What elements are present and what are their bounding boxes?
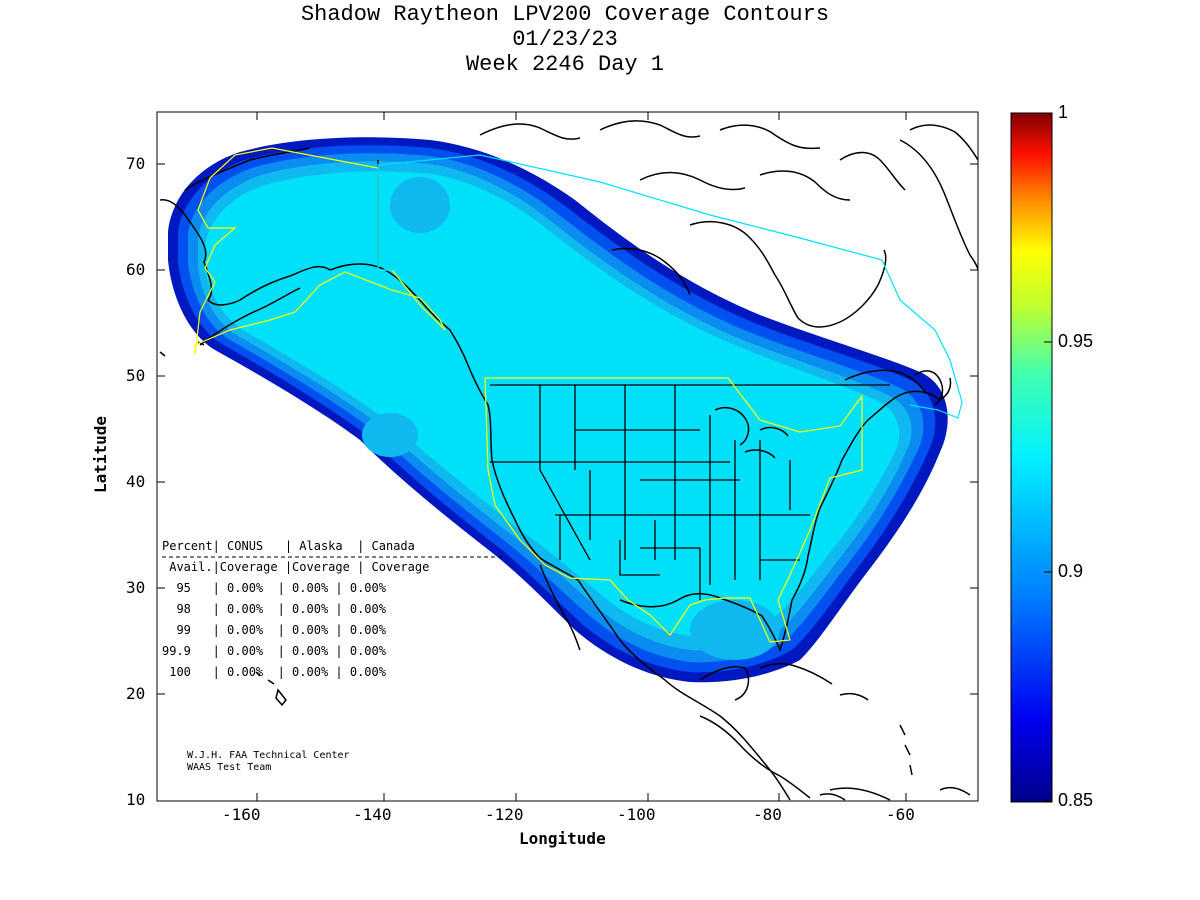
coverage-patch-arctic xyxy=(390,177,450,233)
table-row: 99 | 0.00% | 0.00% | 0.00% xyxy=(162,623,386,637)
ytick-label: 40 xyxy=(126,472,146,491)
coverage-band-core xyxy=(205,171,900,637)
table-row: 100 | 0.00% | 0.00% | 0.00% xyxy=(162,665,386,679)
table-header-1: Percent| CONUS | Alaska | Canada xyxy=(162,539,415,553)
colorbar xyxy=(1010,112,1053,803)
chart-week-day: Week 2246 Day 1 xyxy=(465,52,665,77)
axis-ticks xyxy=(157,112,978,801)
colorbar-ticks xyxy=(1044,112,1052,802)
xtick-label: -60 xyxy=(886,805,915,824)
table-row: 95 | 0.00% | 0.00% | 0.00% xyxy=(162,581,386,595)
credit-line-2: WAAS Test Team xyxy=(187,762,272,773)
colorbar-label: 0.9 xyxy=(1058,561,1084,581)
xtick-label: -140 xyxy=(353,805,392,824)
x-axis-label: Longitude xyxy=(519,829,606,848)
ytick-label: 20 xyxy=(126,684,146,703)
coverage-patch-pacific xyxy=(362,413,418,457)
coverage-table: Percent| CONUS | Alaska | Canada Avail.|… xyxy=(162,515,429,704)
table-row: 99.9 | 0.00% | 0.00% | 0.00% xyxy=(162,644,386,658)
plot-frame xyxy=(156,111,979,802)
state-boundaries xyxy=(377,160,890,600)
ytick-label: 30 xyxy=(126,578,146,597)
colorbar-label: 0.95 xyxy=(1058,331,1094,351)
chart-date: 01/23/23 xyxy=(512,27,618,52)
coverage-patch-gulf xyxy=(690,600,780,660)
table-row: 98 | 0.00% | 0.00% | 0.00% xyxy=(162,602,386,616)
xtick-label: -100 xyxy=(617,805,656,824)
xtick-label: -80 xyxy=(753,805,782,824)
y-axis-label: Latitude xyxy=(91,415,111,494)
colorbar-label: 0.85 xyxy=(1058,790,1094,810)
credit-text: W.J.H. FAA Technical Center WAAS Test Tea… xyxy=(187,738,350,786)
ytick-label: 60 xyxy=(126,260,146,279)
coverage-layers xyxy=(159,120,978,801)
table-header-2: Avail.|Coverage |Coverage | Coverage xyxy=(162,560,430,574)
credit-line-1: W.J.H. FAA Technical Center xyxy=(187,750,350,761)
xtick-label: -160 xyxy=(222,805,261,824)
canada-boundary xyxy=(377,154,963,419)
conus-boundary xyxy=(484,377,863,643)
ytick-label: 70 xyxy=(126,154,146,173)
colorbar-label: 1 xyxy=(1058,102,1069,122)
ytick-label: 50 xyxy=(126,366,146,385)
chart-title: Shadow Raytheon LPV200 Coverage Contours xyxy=(300,2,830,27)
ytick-label: 10 xyxy=(126,790,146,809)
xtick-label: -120 xyxy=(485,805,524,824)
